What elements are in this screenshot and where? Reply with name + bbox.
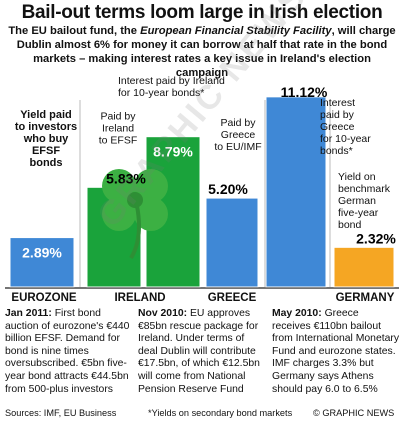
shamrock-icon [102, 169, 168, 260]
bar-description-label: German [338, 195, 376, 207]
note-eurozone: Jan 2011: First bond auction of eurozone… [5, 308, 133, 396]
bar-description-label: for 10-year bonds* [118, 87, 204, 99]
sources-text: Sources: IMF, EU Business [5, 408, 117, 418]
note-line: Fund and eurozone states. [272, 345, 396, 357]
note-line: come from National [155, 370, 246, 382]
credit-text: © GRAPHIC NEWS [313, 408, 395, 418]
bar-description-label: to investors [15, 121, 77, 133]
note-line: Pension Reserve Fund [138, 383, 244, 395]
note-line: IMF charges 3.3% but [272, 358, 374, 370]
category-label: EUROZONE [11, 292, 77, 304]
note-line: Demand for bond is nine [5, 333, 120, 357]
bar-description-label: bonds* [320, 145, 353, 157]
bar-description-label: Yield on [338, 171, 376, 183]
bar-description-label: Ireland [102, 122, 134, 134]
note-ireland: Nov 2010: EU approves €85bn rescue packa… [138, 308, 266, 396]
bar-description-label: Interest paid by Ireland [118, 75, 225, 87]
bar-description-label: benchmark [338, 183, 391, 195]
category-label: GERMANY [336, 292, 395, 304]
note-line: contribute €17.5bn, [138, 345, 256, 370]
bar-description-label: bonds [30, 157, 63, 169]
bar-description-label: bond [338, 219, 362, 231]
bar-description-label: Interest [320, 97, 355, 109]
divider-layer [5, 100, 399, 289]
bar-description-label: Yield paid [20, 109, 72, 121]
bar-description-label: EFSF [32, 145, 60, 157]
chart-subtitle: The EU bailout fund, the European Financ… [8, 25, 396, 79]
note-line: 500-plus investors [28, 383, 113, 395]
bars-layer [9, 96, 395, 288]
bar-value-label: 2.32% [356, 230, 396, 246]
note-line: for Ireland. Under terms [138, 320, 259, 345]
bar-description-label: five-year [338, 207, 379, 219]
bar-value-label: 2.89% [22, 245, 62, 261]
note-line: Germany says Athens [272, 370, 374, 382]
bar-description-label: Paid by [100, 110, 136, 122]
note-date: May 2010: [272, 308, 325, 319]
bar-description-label: for 10-year [320, 133, 371, 145]
chart-title: Bail-out terms loom large in Irish elect… [21, 2, 383, 23]
note-date: Nov 2010: [138, 308, 190, 319]
bar [333, 246, 395, 288]
note-date: Jan 2011: [5, 308, 55, 319]
note-line: Greece receives €110bn bailout [272, 308, 381, 332]
bar-description-label: to EU/IMF [214, 141, 261, 153]
bar-description-label: Greece [221, 129, 256, 141]
bar-description-label: who buy [23, 133, 69, 145]
note-line: should pay 6.0 to 6.5% [272, 383, 378, 395]
bar [9, 237, 75, 288]
bar-value-label: 5.20% [208, 181, 248, 197]
note-line: times oversubscribed. [5, 345, 89, 370]
category-label: IRELAND [114, 292, 165, 304]
footnote-text: *Yields on secondary bond markets [148, 408, 293, 418]
bar [265, 96, 327, 288]
note-line: First bond auction of [5, 308, 101, 332]
note-line: of deal Dublin will [138, 333, 245, 357]
note-line: of which €12.5bn will [138, 358, 260, 382]
bar-description-label: to EFSF [99, 134, 138, 146]
note-line: €5bn five-year bond [5, 358, 127, 382]
note-line: from International Monetary [272, 333, 400, 345]
bar-description-label: Greece [320, 121, 355, 133]
bar-value-label: 5.83% [106, 170, 146, 186]
note-greece: May 2010: Greece receives €110bn bailout… [272, 308, 400, 396]
note-line: EU approves €85bn rescue package [138, 308, 251, 332]
bar [205, 197, 259, 288]
category-label: GREECE [208, 292, 257, 304]
note-line: eurozone's €440 billion EFSF. [5, 320, 130, 345]
bar-description-label: paid by [320, 109, 355, 121]
note-line: attracts €44.5bn from [5, 370, 129, 395]
bar-description-label: Paid by [220, 117, 256, 129]
bar-value-label: 8.79% [153, 144, 193, 160]
bar-value-label: 11.12% [281, 84, 328, 100]
